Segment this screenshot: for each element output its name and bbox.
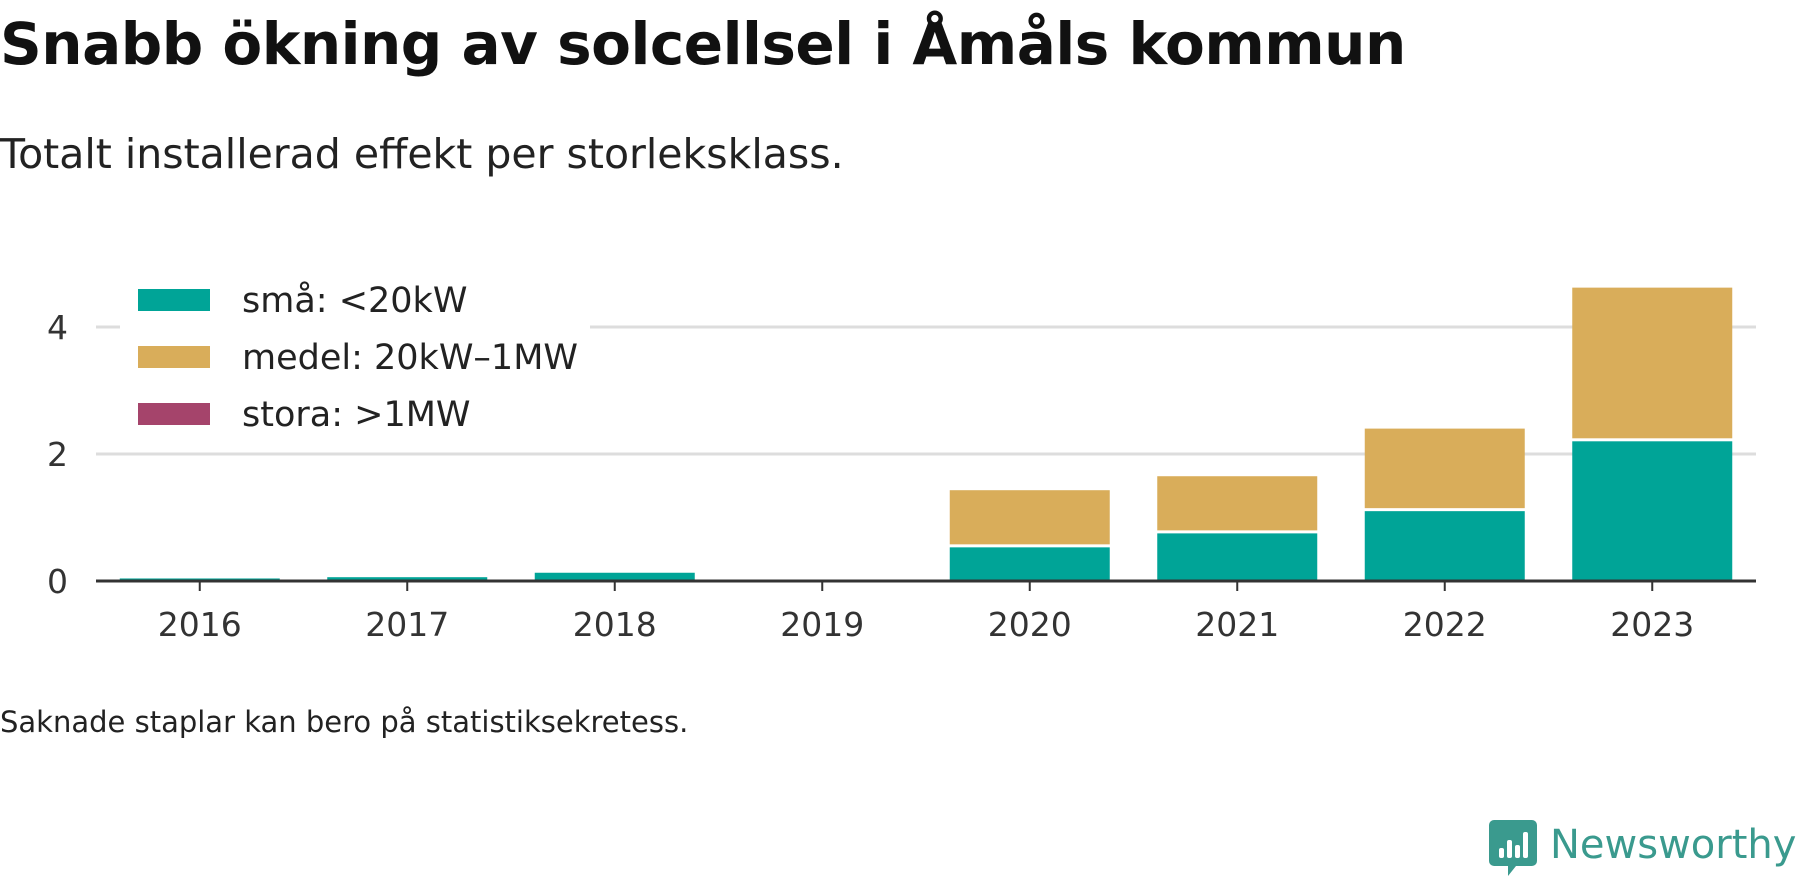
newsworthy-logo-icon <box>1489 820 1537 876</box>
x-tick-label: 2023 <box>1610 605 1694 644</box>
brand-name: Newsworthy <box>1550 822 1797 868</box>
brand-logo: Newsworthy <box>1488 818 1798 878</box>
x-tick-label: 2020 <box>988 605 1072 644</box>
x-tick-label: 2017 <box>365 605 449 644</box>
bar-segment <box>1364 428 1525 509</box>
x-tick-label: 2022 <box>1403 605 1487 644</box>
legend-label: små: <20kW <box>242 280 467 321</box>
bar-segment <box>949 547 1110 581</box>
x-axis-ticks: 2016 2017 2018 2019 2020 2021 2022 2023 <box>158 581 1694 644</box>
footnote: Saknade staplar kan bero på statistiksek… <box>0 705 689 739</box>
legend-label: medel: 20kW–1MW <box>242 338 578 378</box>
legend-swatch <box>138 403 210 425</box>
bars <box>119 287 1733 581</box>
y-tick-label: 4 <box>47 308 68 347</box>
chart-title: Snabb ökning av solcellsel i Åmåls kommu… <box>0 10 1406 78</box>
legend: små: <20kW medel: 20kW–1MW stora: >1MW <box>120 260 590 435</box>
bar-segment <box>1572 441 1733 581</box>
stacked-bar-chart: 0 2 4 2016 2017 2018 2019 2020 2021 2022 2023 små… <box>47 260 1756 644</box>
y-axis-tick-labels: 0 2 4 <box>47 308 68 601</box>
legend-label: stora: >1MW <box>242 395 471 435</box>
bar-segment <box>327 577 488 581</box>
bar-segment <box>1157 533 1318 581</box>
chart-subtitle: Totalt installerad effekt per storlekskl… <box>0 130 844 178</box>
y-tick-label: 0 <box>47 562 68 601</box>
x-tick-label: 2016 <box>158 605 242 644</box>
x-tick-label: 2018 <box>573 605 657 644</box>
y-tick-label: 2 <box>47 435 68 474</box>
bar-segment <box>1572 287 1733 439</box>
bar-segment <box>534 572 695 581</box>
bar-segment <box>1364 511 1525 581</box>
bar-segment <box>1157 476 1318 531</box>
x-tick-label: 2019 <box>780 605 864 644</box>
x-tick-label: 2021 <box>1195 605 1279 644</box>
legend-background <box>120 260 590 410</box>
legend-swatch <box>138 289 210 311</box>
bar-segment <box>949 490 1110 545</box>
legend-swatch <box>138 346 210 368</box>
